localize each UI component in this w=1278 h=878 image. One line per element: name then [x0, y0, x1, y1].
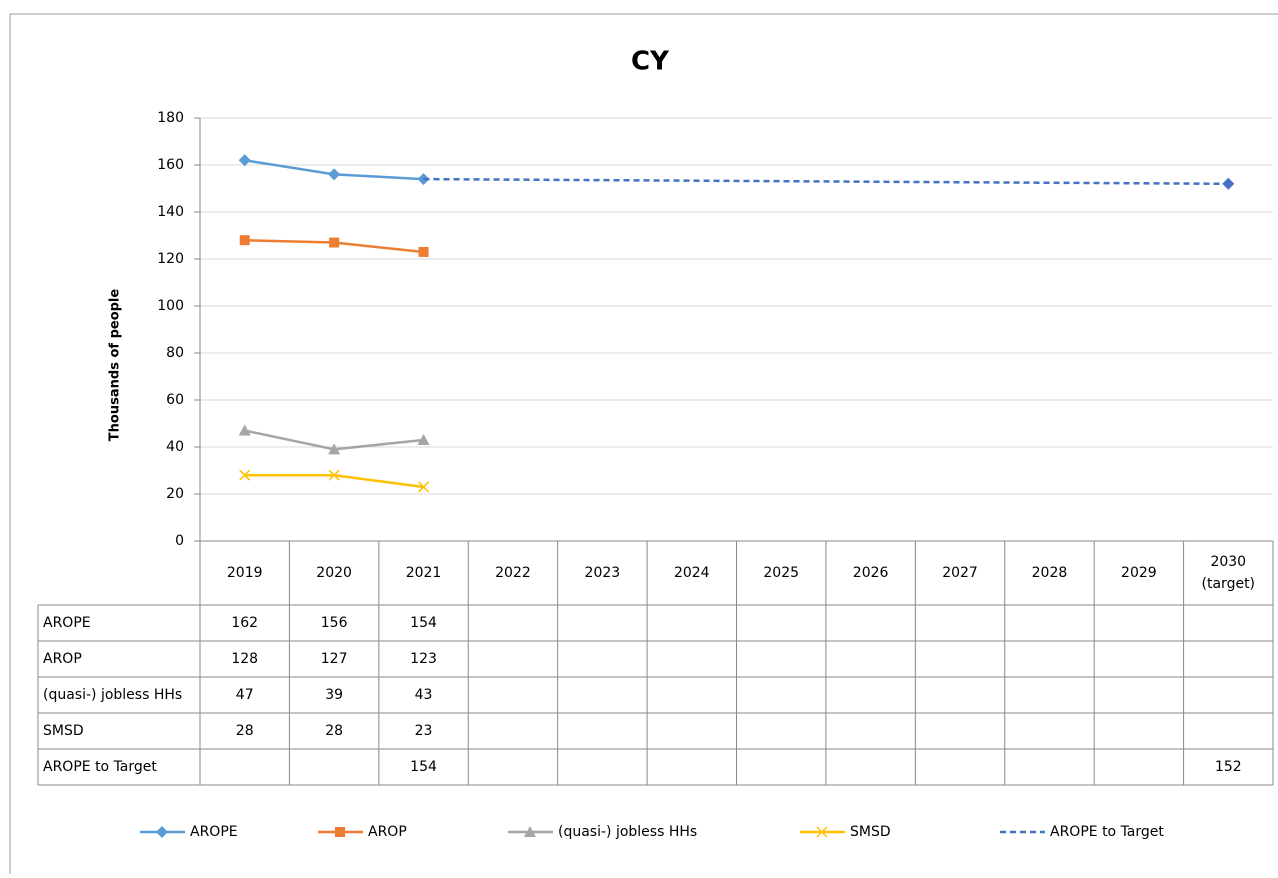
- table-value: 28: [325, 723, 343, 739]
- x-tick-label: 2019: [226, 565, 263, 581]
- table-value: 152: [1215, 759, 1242, 775]
- x-tick-cell: 2027: [915, 541, 1004, 605]
- x-tick-cell: 2022: [468, 541, 557, 605]
- marker: [156, 826, 168, 838]
- y-tick-label: 100: [157, 298, 184, 314]
- marker: [417, 433, 430, 445]
- legend-label: (quasi-) jobless HHs: [558, 824, 697, 840]
- table-value: 154: [410, 615, 437, 631]
- x-tick-cell: 2019: [200, 541, 289, 605]
- table-value: 128: [231, 651, 258, 667]
- x-tick-cell: 2028: [1005, 541, 1094, 605]
- y-tick-label: 80: [166, 345, 184, 361]
- x-tick-label-box: 2025: [737, 541, 826, 605]
- x-tick-cell: 2020: [289, 541, 378, 605]
- row-label: (quasi-) jobless HHs: [43, 687, 182, 703]
- x-tick-label: 2027: [942, 565, 978, 581]
- y-tick-label: 60: [166, 392, 184, 408]
- row-label: AROPE: [43, 615, 91, 631]
- marker: [328, 168, 341, 181]
- x-tick-cell: 2030 (target): [1184, 541, 1273, 605]
- x-tick-cell: 2026: [826, 541, 915, 605]
- marker: [335, 827, 345, 837]
- marker: [239, 469, 251, 481]
- table-value: 43: [415, 687, 433, 703]
- table-value: 23: [415, 723, 433, 739]
- marker: [238, 154, 251, 167]
- y-tick-label: 160: [157, 157, 184, 173]
- table-value: 156: [321, 615, 348, 631]
- marker: [239, 235, 250, 246]
- y-tick-label: 180: [157, 110, 184, 126]
- table-value: 39: [325, 687, 343, 703]
- x-tick-label-box: 2028: [1005, 541, 1094, 605]
- x-tick-label: 2020: [316, 565, 352, 581]
- table-value: 162: [231, 615, 258, 631]
- x-tick-label-box: 2020: [289, 541, 378, 605]
- x-tick-label: 2026: [852, 565, 889, 581]
- x-tick-label: 2022: [495, 565, 531, 581]
- x-tick-label-box: 2024: [647, 541, 736, 605]
- x-tick-label: 2024: [673, 565, 710, 581]
- legend-label: AROPE: [190, 824, 238, 840]
- y-tick-label: 40: [166, 439, 184, 455]
- x-tick-cell: 2025: [737, 541, 826, 605]
- x-tick-label: 2025: [763, 565, 800, 581]
- x-tick-label-box: 2026: [826, 541, 915, 605]
- x-tick-cell: 2024: [647, 541, 736, 605]
- row-label: SMSD: [43, 723, 84, 739]
- x-tick-label-box: 2022: [468, 541, 557, 605]
- x-tick-label-box: 2029: [1094, 541, 1183, 605]
- y-tick-label: 20: [166, 486, 184, 502]
- series-line: [244, 473, 424, 489]
- x-tick-label: 2023: [584, 565, 621, 581]
- marker: [328, 469, 340, 481]
- y-tick-label: 140: [157, 204, 184, 220]
- table-value: 154: [410, 759, 437, 775]
- series-line: [423, 177, 1229, 186]
- legend-label: SMSD: [850, 824, 891, 840]
- x-tick-label: 2021: [405, 565, 442, 581]
- x-tick-label: 2030 (target): [1201, 554, 1256, 592]
- y-axis-label: Thousands of people: [108, 289, 123, 442]
- table-value: 123: [410, 651, 437, 667]
- x-tick-label-box: 2027: [915, 541, 1004, 605]
- table-value: 28: [236, 723, 254, 739]
- x-tick-label-box: 2030 (target): [1184, 541, 1273, 605]
- x-tick-label-box: 2023: [558, 541, 647, 605]
- x-tick-cell: 2023: [558, 541, 647, 605]
- y-tick-label: 0: [175, 533, 184, 549]
- marker: [1222, 177, 1235, 190]
- y-tick-label: 120: [157, 251, 184, 267]
- row-label: AROP: [43, 651, 82, 667]
- x-tick-label: 2028: [1031, 565, 1068, 581]
- legend-label: AROP: [368, 824, 407, 840]
- marker: [524, 826, 536, 837]
- marker: [816, 826, 828, 838]
- table-value: 47: [236, 687, 254, 703]
- chart-title: CY: [631, 47, 670, 77]
- row-label: AROPE to Target: [43, 759, 157, 775]
- x-tick-cell: 2021: [379, 541, 468, 605]
- legend-label: AROPE to Target: [1050, 824, 1164, 840]
- x-tick-label-box: 2021: [379, 541, 468, 605]
- marker: [329, 237, 340, 248]
- marker: [238, 424, 251, 436]
- marker: [418, 481, 430, 493]
- x-tick-cell: 2029: [1094, 541, 1183, 605]
- table-value: 127: [321, 651, 348, 667]
- x-tick-label: 2029: [1121, 565, 1157, 581]
- x-tick-label-box: 2019: [200, 541, 289, 605]
- marker: [328, 443, 341, 455]
- marker: [418, 246, 429, 257]
